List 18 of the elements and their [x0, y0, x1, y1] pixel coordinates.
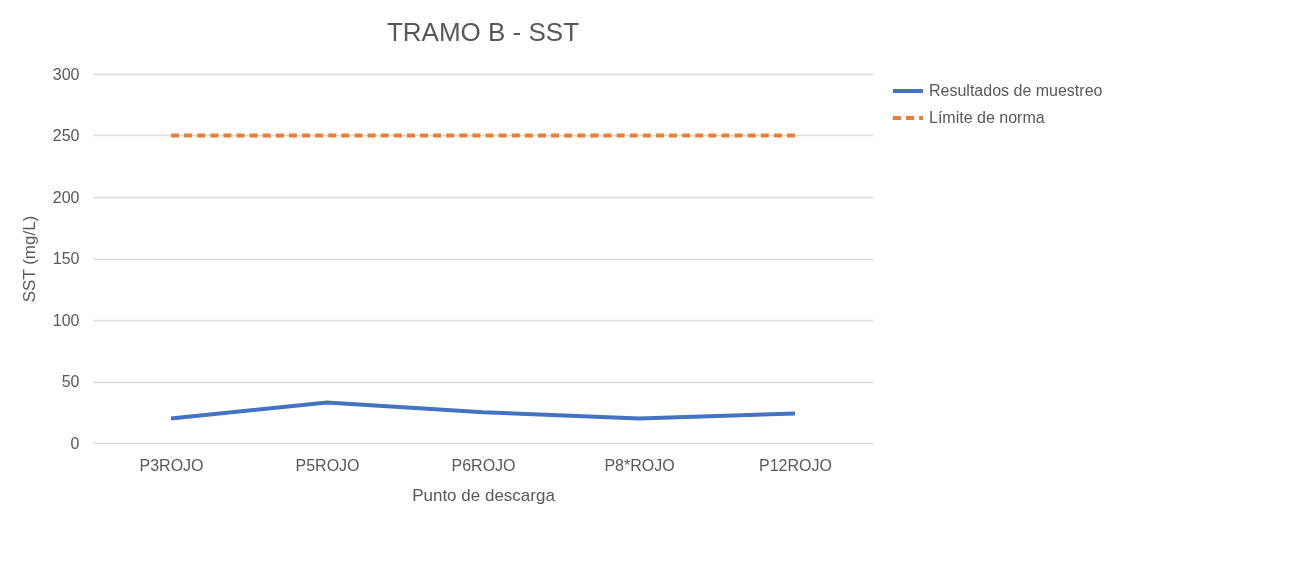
y-tick-label: 300	[52, 65, 80, 83]
chart-title: TRAMO B - SST	[386, 17, 580, 47]
x-tick-label: P12ROJO	[759, 456, 832, 474]
x-tick-label: P6ROJO	[451, 456, 516, 474]
y-axis-title: SST (mg/L)	[19, 215, 39, 303]
y-tick-label: 50	[61, 373, 80, 390]
legend-label: Límite de norma	[929, 109, 1045, 126]
x-axis-title: Punto de descarga	[412, 485, 556, 505]
line-series	[169, 400, 797, 421]
x-tick-label: P5ROJO	[295, 456, 360, 474]
y-tick-label: 250	[52, 127, 80, 144]
y-tick-label: 150	[52, 250, 80, 267]
x-tick-label: P8*ROJO	[604, 456, 675, 474]
y-tick-label: 200	[52, 188, 80, 206]
y-tick-label: 100	[52, 311, 80, 329]
y-tick-label: 0	[70, 434, 80, 452]
legend-label: Resultados de muestreo	[929, 82, 1103, 99]
x-tick-label: P3ROJO	[139, 456, 204, 474]
